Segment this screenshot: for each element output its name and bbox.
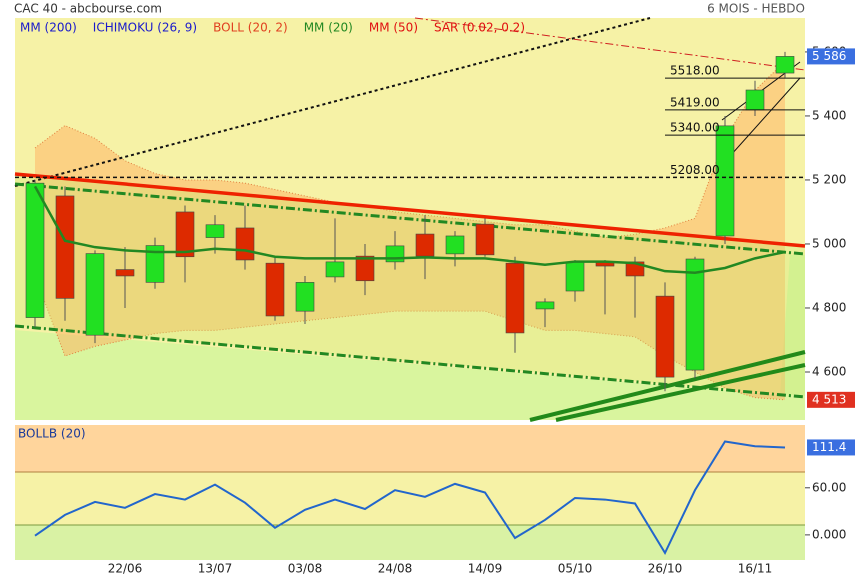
candle-body xyxy=(685,258,705,371)
trend-line xyxy=(14,324,806,399)
legend-entry: SAR (0.02, 0.2) xyxy=(434,21,525,35)
candle-body xyxy=(235,227,255,261)
indicator-title: BOLLB (20) xyxy=(18,427,86,441)
y-tick-label: 0.000 xyxy=(812,527,846,541)
level-label: 5518.00 xyxy=(670,64,720,78)
zone xyxy=(15,525,805,560)
legend-entry: MM (200) xyxy=(20,21,77,35)
candle-body xyxy=(205,224,225,238)
zone xyxy=(15,255,805,420)
x-tick-label: 24/08 xyxy=(378,562,413,576)
x-tick-label: 26/10 xyxy=(648,562,683,576)
trend-line xyxy=(14,172,806,248)
legend-entry: MM (50) xyxy=(369,21,418,35)
candle-body xyxy=(505,262,525,334)
candle-body xyxy=(745,89,765,111)
legend-entry: MM (20) xyxy=(304,21,353,35)
candle-body xyxy=(85,253,105,336)
candle-body xyxy=(775,56,795,74)
candle-body xyxy=(475,223,495,256)
chart-title: CAC 40 - abcbourse.com xyxy=(14,2,162,16)
price-tag-label: 5 586 xyxy=(812,49,846,63)
zone xyxy=(15,472,805,525)
candle-body xyxy=(295,282,315,312)
level-label: 5419.00 xyxy=(670,95,720,109)
candle-body xyxy=(145,245,165,283)
value-tag xyxy=(807,439,855,456)
x-tick-label: 05/10 xyxy=(558,562,593,576)
candle-body xyxy=(25,182,45,318)
level-label: 5208.00 xyxy=(670,163,720,177)
candle-body xyxy=(565,261,585,292)
y-tick-label: 4 600 xyxy=(812,364,846,378)
x-tick-label: 14/09 xyxy=(468,562,503,576)
trend-line xyxy=(555,363,806,422)
level-label: 5340.00 xyxy=(670,121,720,135)
bollinger-line xyxy=(34,61,786,239)
x-tick-label: 03/08 xyxy=(288,562,323,576)
chart-subtitle: 6 MOIS - HEBDO xyxy=(707,2,805,16)
trend-line xyxy=(414,17,806,71)
x-tick-label: 16/11 xyxy=(738,562,773,576)
legend-entry: ICHIMOKU (26, 9) xyxy=(93,21,197,35)
candle-body xyxy=(415,233,435,257)
bollinger-line xyxy=(34,275,786,401)
candle-body xyxy=(115,269,135,277)
trend-line xyxy=(721,77,801,166)
x-tick-label: 13/07 xyxy=(198,562,233,576)
indicator-line xyxy=(34,440,786,556)
y-tick-label: 5 400 xyxy=(812,108,846,122)
candle-body xyxy=(55,195,75,299)
trend-line xyxy=(529,350,806,422)
candle-body xyxy=(445,235,465,255)
legend-entry: BOLL (20, 2) xyxy=(213,21,288,35)
price-tag xyxy=(807,48,855,65)
mm20-line xyxy=(33,185,786,275)
y-tick-label: 5 200 xyxy=(812,172,846,186)
trend-line xyxy=(14,182,806,256)
price-tag xyxy=(807,391,855,408)
trend-line xyxy=(14,17,651,187)
zone xyxy=(15,425,805,472)
value-tag-label: 111.4 xyxy=(812,440,846,454)
x-tick-label: 22/06 xyxy=(108,562,143,576)
bollinger-band xyxy=(35,61,785,400)
y-tick-label: 5 000 xyxy=(812,236,846,250)
candle-body xyxy=(355,255,375,282)
candle-body xyxy=(715,125,735,237)
candle-body xyxy=(265,262,285,317)
price-tag-label: 4 513 xyxy=(812,392,846,406)
y-tick-label: 60.00 xyxy=(812,480,846,494)
candle-body xyxy=(535,301,555,310)
candle-body xyxy=(655,295,675,378)
candle-body xyxy=(325,261,345,278)
y-tick-label: 4 800 xyxy=(812,300,846,314)
candle-body xyxy=(175,211,195,258)
